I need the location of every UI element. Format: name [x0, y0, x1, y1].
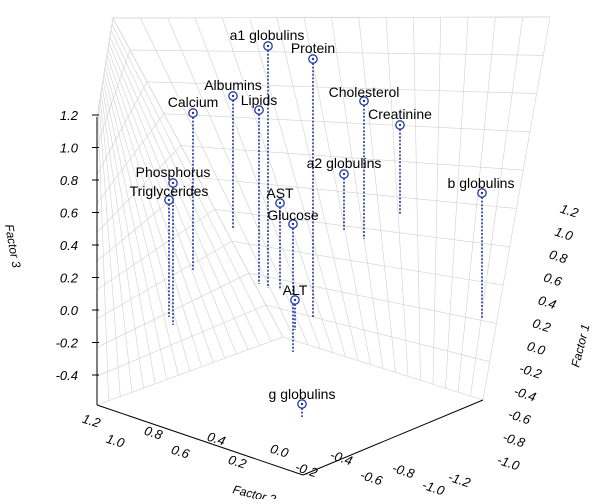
x-tick-label: 0.8: [142, 423, 165, 443]
point-label: b globulins: [448, 175, 515, 191]
grid-line: [96, 177, 517, 262]
data-point-dot: [257, 108, 261, 112]
x-tick-label: -0.8: [390, 460, 417, 481]
y-tick-label: 1.0: [553, 224, 576, 244]
x-tick-label: -0.2: [293, 459, 320, 480]
y-tick-label: -0.6: [507, 406, 534, 427]
grid-line: [96, 49, 544, 146]
grid-line: [96, 113, 530, 204]
point-label: Creatinine: [368, 106, 432, 122]
z-tick-label: 0.8: [60, 173, 79, 188]
point-label: Protein: [291, 40, 335, 56]
grid-line: [96, 304, 490, 377]
data-point-dot: [293, 298, 297, 302]
z-tick-label: 0.4: [60, 238, 78, 253]
point-label: a2 globulins: [307, 155, 382, 171]
point-label: Calcium: [168, 94, 219, 110]
chart-grid: [96, 16, 551, 406]
z-tick-label: -0.2: [56, 336, 79, 351]
x-tick-label: 0.2: [226, 452, 249, 472]
y-tick-label: 0.0: [525, 338, 548, 358]
x-tick-label: 0.0: [268, 441, 291, 461]
y-tick-label: 0.6: [542, 270, 565, 290]
data-point-dot: [171, 181, 175, 185]
data-point-dot: [362, 99, 366, 103]
x-tick-label: 0.6: [169, 442, 192, 462]
point-stems: [168, 50, 483, 417]
z-tick-label: 0.0: [60, 303, 79, 318]
x-tick-label: 0.4: [205, 429, 227, 449]
data-point-dot: [278, 201, 282, 205]
x-tick-label: -0.6: [358, 467, 385, 488]
x-axis-label: Factor 2: [231, 482, 277, 499]
y-ticks: 1.2 1.0 0.8 0.60.4 0.2 0.0-0.2-0.4-0.6-0.8-1.…: [495, 201, 581, 474]
y-tick-label: -0.2: [518, 360, 545, 381]
point-label: Albumins: [204, 77, 262, 93]
y-tick-label: -0.4: [512, 383, 538, 404]
grid-line: [96, 16, 551, 118]
data-point-dot: [291, 222, 295, 226]
data-point-dot: [167, 198, 171, 202]
x-tick-label: -0.4: [328, 447, 354, 468]
z-axis-label: Factor 3: [2, 223, 23, 269]
y-tick-label: 1.2: [558, 201, 581, 221]
point-label: ALT: [283, 282, 308, 298]
x-ticks: 1.21.0 0.80.60.40.20.0-0.2-0.4-0.6 -0.8-1.…: [80, 411, 473, 499]
z-tick-label: 1.0: [60, 141, 79, 156]
x-axis-line: [96, 404, 304, 476]
grid-line: [96, 209, 510, 291]
data-point-dot: [266, 44, 270, 48]
grid-line: [96, 16, 551, 118]
data-point-dot: [191, 111, 195, 115]
point-label: Triglycerides: [130, 183, 209, 199]
y-axis-line: [302, 399, 484, 476]
point-label: Cholesterol: [329, 84, 400, 100]
point-label: a1 globulins: [230, 27, 305, 43]
y-tick-label: 0.8: [547, 247, 570, 267]
point-label: g globulins: [269, 386, 336, 402]
z-tick-label: -0.4: [56, 368, 78, 383]
data-point-dot: [342, 172, 346, 176]
x-tick-label: 1.2: [80, 411, 103, 431]
grid-line: [96, 240, 504, 319]
z-ticks: 1.2 1.0 0.8 0.6 0.4 0.2 0.0 -0.2 -0.4: [56, 108, 99, 383]
point-label: Lipids: [241, 92, 278, 108]
y-tick-label: -1.0: [495, 452, 522, 473]
x-tick-label: 1.0: [104, 431, 127, 451]
grid-line: [96, 272, 497, 348]
x-tick-label: -1.0: [420, 477, 447, 498]
point-label: AST: [266, 185, 294, 201]
points: [164, 41, 487, 409]
y-tick-label: 0.4: [536, 292, 558, 312]
data-point-dot: [480, 191, 484, 195]
data-point-dot: [398, 123, 402, 127]
z-tick-label: 1.2: [60, 108, 79, 123]
grid-line: [96, 336, 484, 406]
point-label: Glucose: [267, 207, 319, 223]
grid-line: [96, 81, 537, 175]
y-tick-label: 0.2: [531, 315, 554, 335]
y-tick-label: -0.8: [501, 429, 528, 450]
z-tick-label: 0.6: [60, 206, 79, 221]
x-tick-label: -1.2: [446, 469, 473, 490]
point-label: Phosphorus: [136, 164, 211, 180]
y-axis-label: Factor 1: [568, 323, 592, 369]
data-point-dot: [311, 57, 315, 61]
chart-axes: [96, 117, 484, 476]
grid-line: [96, 145, 524, 233]
data-point-dot: [300, 402, 304, 406]
z-tick-label: 0.2: [60, 271, 79, 286]
data-point-dot: [231, 94, 235, 98]
